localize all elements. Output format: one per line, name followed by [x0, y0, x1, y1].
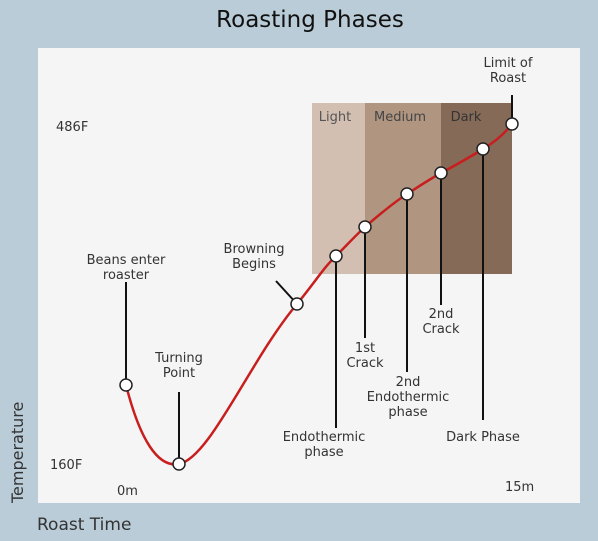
phase-band [441, 103, 512, 274]
point [172, 457, 186, 471]
label-line: Turning [154, 351, 203, 366]
phase-label: Dark [451, 110, 482, 125]
event-label: Browning Begins [224, 242, 285, 272]
label-line: Dark Phase [446, 430, 520, 445]
event-label: Beans enter roaster [87, 253, 166, 283]
event-label: Turning Point [154, 351, 203, 381]
point [290, 297, 304, 311]
point [358, 220, 372, 234]
x-max-label: 15m [505, 480, 534, 495]
label-line: Roast [490, 71, 526, 86]
phase-label: Medium [374, 110, 426, 125]
label-line: 2nd [429, 307, 454, 322]
x-axis-label: Roast Time [37, 515, 131, 535]
event-label: 2nd Endothermic phase [367, 375, 450, 420]
phase-band [312, 103, 365, 274]
roast-curve [124, 123, 513, 466]
y-min-label: 160F [50, 458, 82, 473]
event-label: Limit of Roast [484, 56, 533, 86]
event-label: Dark Phase [446, 430, 520, 445]
point [505, 117, 519, 131]
point [434, 166, 448, 180]
y-axis-label: Temperature [8, 402, 27, 504]
label-line: Crack [422, 322, 460, 337]
label-line: Browning [224, 242, 285, 257]
event-label: 1st Crack [346, 341, 384, 371]
label-line: Limit of [484, 56, 533, 71]
y-max-label: 486F [56, 120, 88, 135]
title: Roasting Phases [216, 7, 404, 33]
label-line: phase [388, 405, 427, 420]
leader-lines [125, 95, 513, 464]
label-line: Begins [232, 257, 276, 272]
event-label: 2nd Crack [422, 307, 460, 337]
phase-band [365, 103, 441, 274]
event-labels: Beans enter roaster Turning Point Browning… [87, 56, 533, 460]
label-line: 1st [355, 341, 375, 356]
label-line: phase [304, 445, 343, 460]
x-min-label: 0m [117, 484, 138, 499]
points [119, 117, 519, 471]
point [329, 249, 343, 263]
event-label: Endothermic phase [283, 430, 366, 460]
point [476, 142, 490, 156]
point [119, 378, 133, 392]
phase-label: Light [319, 110, 351, 125]
label-line: roaster [103, 268, 150, 283]
point [400, 187, 414, 201]
label-line: Endothermic [283, 430, 366, 445]
label-line: Crack [346, 356, 384, 371]
label-line: Beans enter [87, 253, 166, 268]
label-line: Endothermic [367, 390, 450, 405]
label-line: Point [163, 366, 195, 381]
label-line: 2nd [396, 375, 421, 390]
